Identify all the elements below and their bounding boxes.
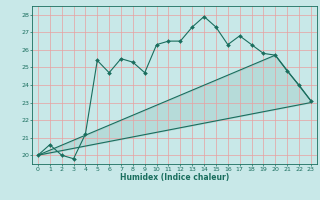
X-axis label: Humidex (Indice chaleur): Humidex (Indice chaleur): [120, 173, 229, 182]
